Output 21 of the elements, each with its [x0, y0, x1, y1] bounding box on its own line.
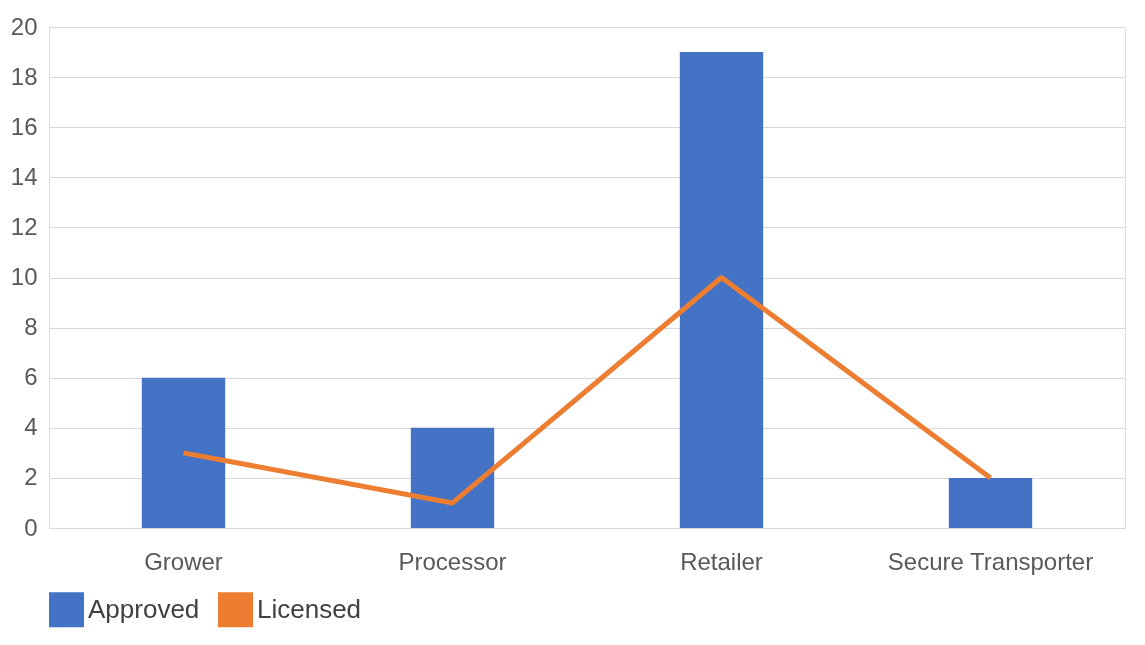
bar	[141, 377, 226, 528]
y-tick-label: 0	[24, 513, 38, 541]
bar	[410, 427, 495, 528]
y-tick-label: 10	[10, 263, 38, 290]
legend-label: Approved	[88, 593, 200, 624]
bar	[679, 52, 764, 528]
y-tick-label: 4	[24, 413, 38, 441]
x-tick-label: Secure Transporter	[887, 547, 1094, 575]
x-tick-label: Retailer	[680, 547, 763, 575]
y-tick-label: 14	[10, 162, 38, 190]
y-tick-label: 12	[10, 212, 38, 240]
legend-label: Licensed	[257, 593, 362, 624]
bar	[948, 477, 1033, 528]
x-tick-label: Grower	[144, 547, 223, 575]
y-tick-label: 2	[24, 463, 38, 491]
y-tick-label: 20	[10, 12, 38, 40]
x-tick-label: Processor	[398, 547, 507, 575]
y-tick-label: 8	[24, 313, 38, 341]
y-tick-label: 6	[24, 363, 38, 391]
y-tick-label: 16	[10, 112, 38, 140]
y-tick-label: 18	[10, 62, 38, 90]
